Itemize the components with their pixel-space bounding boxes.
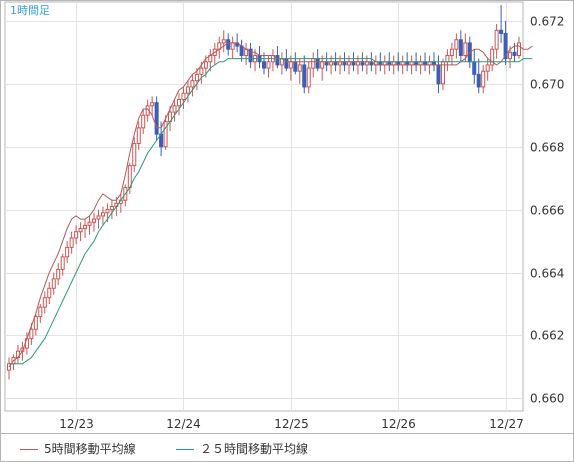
candle-body	[481, 70, 486, 88]
candle-body	[230, 42, 235, 50]
x-tick-label: 12/23	[59, 417, 94, 431]
ma5-line	[8, 42, 533, 368]
candle-body	[436, 64, 441, 85]
legend-swatch-ma25	[176, 449, 194, 450]
candle-body	[177, 99, 181, 107]
candle-body	[136, 127, 141, 145]
candle-body	[74, 231, 79, 239]
candle-body	[315, 58, 320, 69]
y-tick-label: 0.668	[530, 141, 564, 155]
candle-body	[445, 54, 450, 63]
candle-body	[284, 58, 289, 69]
candle-body	[163, 121, 168, 148]
candle-body	[154, 102, 159, 135]
legend-item-ma5: 5時間移動平均線	[20, 440, 136, 457]
legend-item-ma25: ２５時間移動平均線	[176, 440, 308, 457]
candle-body	[472, 61, 477, 75]
chart-title: 1時間足	[10, 4, 50, 17]
x-tick-label: 12/26	[381, 417, 416, 431]
candle-body	[248, 48, 253, 63]
candle-body	[226, 39, 231, 50]
candle-body	[150, 102, 155, 107]
candle-body	[449, 48, 454, 56]
candle-body	[60, 256, 65, 270]
candle-body	[199, 67, 204, 75]
candle-body	[203, 61, 208, 69]
candle-body	[512, 51, 517, 56]
candle-body	[96, 215, 101, 220]
candle-body	[458, 39, 463, 56]
candle-body	[141, 114, 146, 129]
candle-body	[320, 61, 325, 69]
candle-body	[494, 29, 499, 50]
y-tick-label: 0.670	[530, 78, 564, 92]
candle-body	[503, 32, 508, 60]
candle-body	[499, 29, 504, 34]
candle-body	[490, 48, 495, 66]
candle-body	[69, 237, 74, 248]
candle-body	[38, 306, 43, 318]
candle-body	[476, 73, 481, 88]
candle-body	[181, 92, 186, 101]
candle-body	[306, 67, 311, 88]
y-tick-label: 0.666	[530, 204, 564, 218]
candle-body	[454, 39, 459, 50]
x-tick-label: 12/27	[489, 417, 524, 431]
ma25-line	[9, 58, 533, 365]
candle-body	[56, 268, 61, 280]
legend: 5時間移動平均線 ２５時間移動平均線	[0, 433, 574, 462]
candle-body	[262, 61, 266, 69]
candle-body	[297, 64, 302, 72]
candle-body	[508, 51, 513, 60]
candle-body	[51, 278, 56, 289]
candle-body	[92, 218, 96, 223]
candle-body	[190, 80, 195, 88]
candle-body	[132, 143, 137, 167]
candle-body	[463, 42, 468, 56]
candle-body	[65, 246, 70, 258]
candle-body	[83, 224, 88, 230]
candle-body	[100, 212, 105, 217]
candle-body	[275, 54, 280, 66]
candle-body	[47, 287, 52, 299]
y-tick-label: 0.664	[530, 267, 564, 281]
legend-label-ma25: ２５時間移動平均線	[200, 442, 309, 456]
y-tick-label: 0.660	[530, 392, 564, 406]
x-tick-label: 12/25	[274, 417, 309, 431]
candle-body	[87, 221, 92, 226]
candle-body	[172, 105, 177, 113]
candle-body	[78, 228, 83, 233]
candle-body	[42, 297, 47, 308]
x-tick-label: 12/24	[166, 417, 201, 431]
candle-body	[302, 64, 307, 88]
candle-body	[239, 45, 244, 56]
candle-body	[33, 316, 38, 330]
candle-body	[517, 42, 521, 56]
candle-body	[194, 73, 199, 82]
candle-body	[293, 61, 298, 72]
candle-body	[288, 61, 293, 69]
candle-body	[311, 58, 316, 69]
candle-body	[105, 209, 110, 214]
candle-body	[109, 206, 114, 211]
candle-body	[485, 64, 490, 72]
candle-body	[266, 61, 271, 69]
legend-label-ma5: 5時間移動平均線	[44, 442, 136, 456]
legend-swatch-ma5	[20, 449, 38, 450]
y-tick-label: 0.662	[530, 329, 564, 343]
y-tick-label: 0.672	[530, 15, 564, 29]
candle-body	[185, 86, 190, 94]
candle-body	[221, 39, 226, 44]
candle-body	[29, 328, 34, 340]
